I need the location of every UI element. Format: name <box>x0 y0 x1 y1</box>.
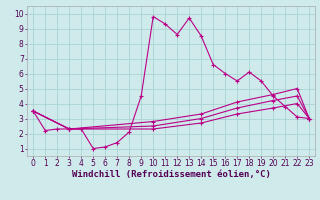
X-axis label: Windchill (Refroidissement éolien,°C): Windchill (Refroidissement éolien,°C) <box>72 170 271 179</box>
